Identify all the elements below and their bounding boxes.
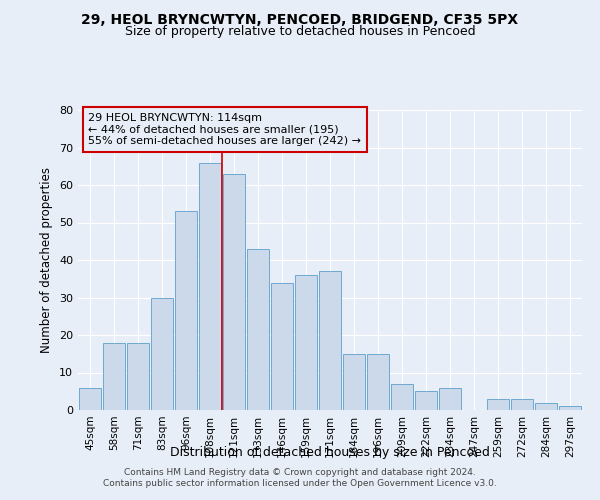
- Bar: [199, 162, 221, 410]
- Text: Distribution of detached houses by size in Pencoed: Distribution of detached houses by size …: [170, 446, 490, 459]
- Bar: [319, 271, 341, 410]
- Bar: [175, 211, 197, 410]
- Bar: [295, 275, 317, 410]
- Bar: [223, 174, 245, 410]
- Bar: [511, 399, 533, 410]
- Y-axis label: Number of detached properties: Number of detached properties: [40, 167, 53, 353]
- Bar: [343, 354, 365, 410]
- Bar: [391, 384, 413, 410]
- Text: Contains HM Land Registry data © Crown copyright and database right 2024.
Contai: Contains HM Land Registry data © Crown c…: [103, 468, 497, 487]
- Bar: [247, 248, 269, 410]
- Bar: [439, 388, 461, 410]
- Bar: [127, 342, 149, 410]
- Text: 29 HEOL BRYNCWTYN: 114sqm
← 44% of detached houses are smaller (195)
55% of semi: 29 HEOL BRYNCWTYN: 114sqm ← 44% of detac…: [88, 113, 361, 146]
- Text: Size of property relative to detached houses in Pencoed: Size of property relative to detached ho…: [125, 25, 475, 38]
- Bar: [559, 406, 581, 410]
- Bar: [367, 354, 389, 410]
- Bar: [415, 391, 437, 410]
- Bar: [487, 399, 509, 410]
- Bar: [79, 388, 101, 410]
- Bar: [151, 298, 173, 410]
- Bar: [271, 282, 293, 410]
- Bar: [103, 342, 125, 410]
- Text: 29, HEOL BRYNCWTYN, PENCOED, BRIDGEND, CF35 5PX: 29, HEOL BRYNCWTYN, PENCOED, BRIDGEND, C…: [82, 12, 518, 26]
- Bar: [535, 402, 557, 410]
